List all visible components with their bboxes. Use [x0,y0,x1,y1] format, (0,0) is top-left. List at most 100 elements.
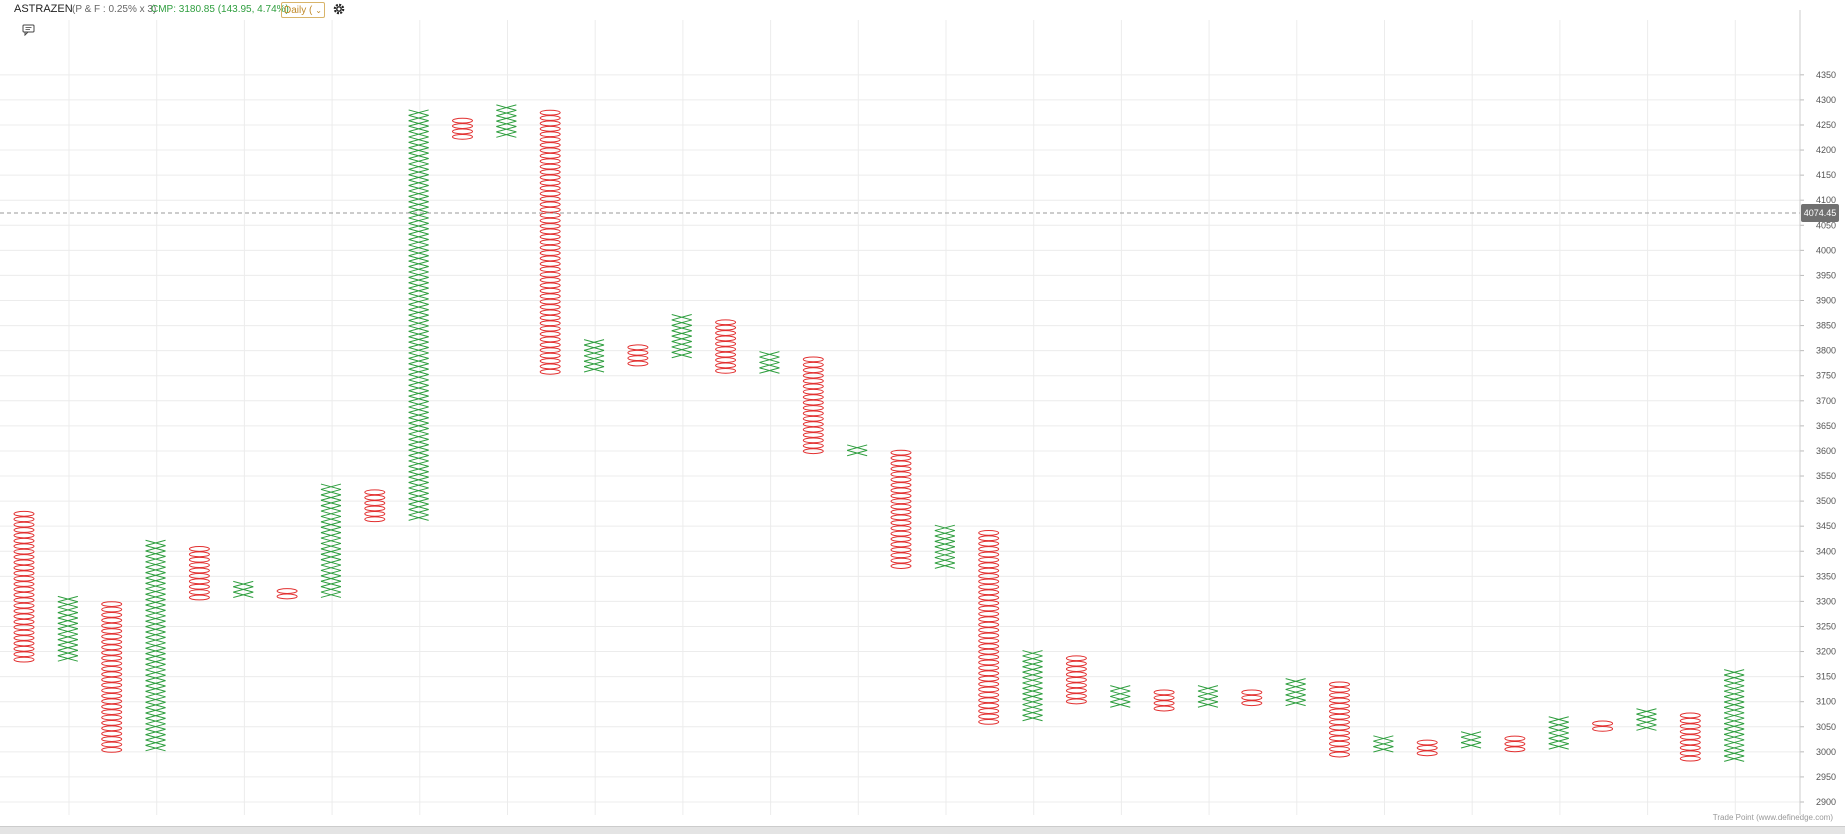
o-mark [539,174,561,181]
o-column-30 [1329,681,1350,758]
o-mark [802,437,824,444]
x-mark [408,114,429,122]
y-tick-label-6: 3200 [1816,647,1836,657]
o-mark [539,352,561,359]
o-mark [627,349,649,356]
o-mark [1329,735,1350,742]
x-mark [1724,744,1745,752]
o-mark [539,336,561,343]
o-mark [715,357,737,363]
x-mark [847,449,868,457]
o-mark [1679,744,1701,751]
o-mark [715,335,737,342]
x-column-17 [759,351,780,374]
x-mark [233,580,254,588]
o-mark [101,644,123,651]
timeframe-select[interactable]: Daily (⌄ [281,2,325,18]
x-mark [320,564,342,571]
o-mark [101,725,123,732]
current-market-price: CMP: 3180.85 (143.95, 4.74%) [151,4,289,15]
o-mark [364,500,386,506]
x-mark [57,655,78,662]
x-mark [408,131,429,138]
o-mark [1241,694,1263,701]
o-mark [1416,750,1438,757]
x-mark [408,433,429,440]
o-mark [1329,730,1350,736]
x-mark [320,510,342,517]
x-mark [57,639,78,646]
o-mark [101,714,123,721]
o-column-12 [539,109,561,375]
o-mark [1679,734,1701,740]
o-mark [539,233,561,240]
x-mark [1022,671,1043,679]
o-mark [1504,741,1526,747]
o-column-10 [452,117,473,140]
x-mark [57,622,78,630]
x-mark [408,374,429,381]
x-mark [408,438,429,446]
x-mark [408,125,429,133]
x-mark [1022,650,1043,657]
x-mark [1373,740,1394,748]
o-mark [1592,720,1614,727]
x-mark [408,141,429,149]
comment-icon[interactable] [22,24,36,36]
y-tick-label-17: 3750 [1816,371,1836,381]
x-mark [320,505,342,512]
o-mark [978,583,1000,590]
o-mark [188,556,210,563]
o-mark [978,529,1000,536]
x-mark [408,260,429,268]
o-mark [1329,713,1350,720]
x-mark [408,460,429,467]
o-mark [101,655,123,661]
o-mark [452,133,473,140]
o-mark [101,660,123,667]
x-mark [934,530,955,537]
o-mark [539,158,561,165]
o-mark [539,147,561,154]
x-mark [57,633,78,641]
x-mark [408,158,429,165]
x-mark [408,444,429,451]
y-tick-label-29: 4350 [1816,70,1836,80]
x-mark [1548,743,1569,750]
x-mark [145,539,166,547]
x-mark [1022,660,1043,668]
o-mark [978,562,1000,569]
o-mark [715,324,737,331]
x-mark [320,569,342,577]
o-mark [1679,717,1701,724]
x-mark [671,319,692,326]
o-mark [539,368,561,375]
o-mark [101,639,123,645]
o-mark [890,519,912,526]
gear-icon[interactable] [332,2,346,16]
x-column-15 [671,314,692,359]
o-mark [890,482,912,488]
o-mark [364,489,386,496]
x-mark [759,367,780,374]
x-mark [1548,721,1569,729]
o-mark [539,250,561,256]
x-mark [145,545,166,552]
o-mark [13,602,35,609]
o-mark [539,115,561,121]
o-mark [890,541,912,548]
o-mark [13,618,35,625]
x-mark [671,341,692,348]
x-mark [1724,712,1745,719]
o-mark [802,432,824,438]
x-mark [671,324,692,332]
y-tick-label-4: 3100 [1816,697,1836,707]
o-mark [978,686,1000,693]
x-mark [408,185,429,192]
x-mark [408,325,429,332]
x-mark [408,498,429,505]
o-mark [188,583,210,590]
o-mark [539,169,561,175]
o-mark [13,564,35,571]
